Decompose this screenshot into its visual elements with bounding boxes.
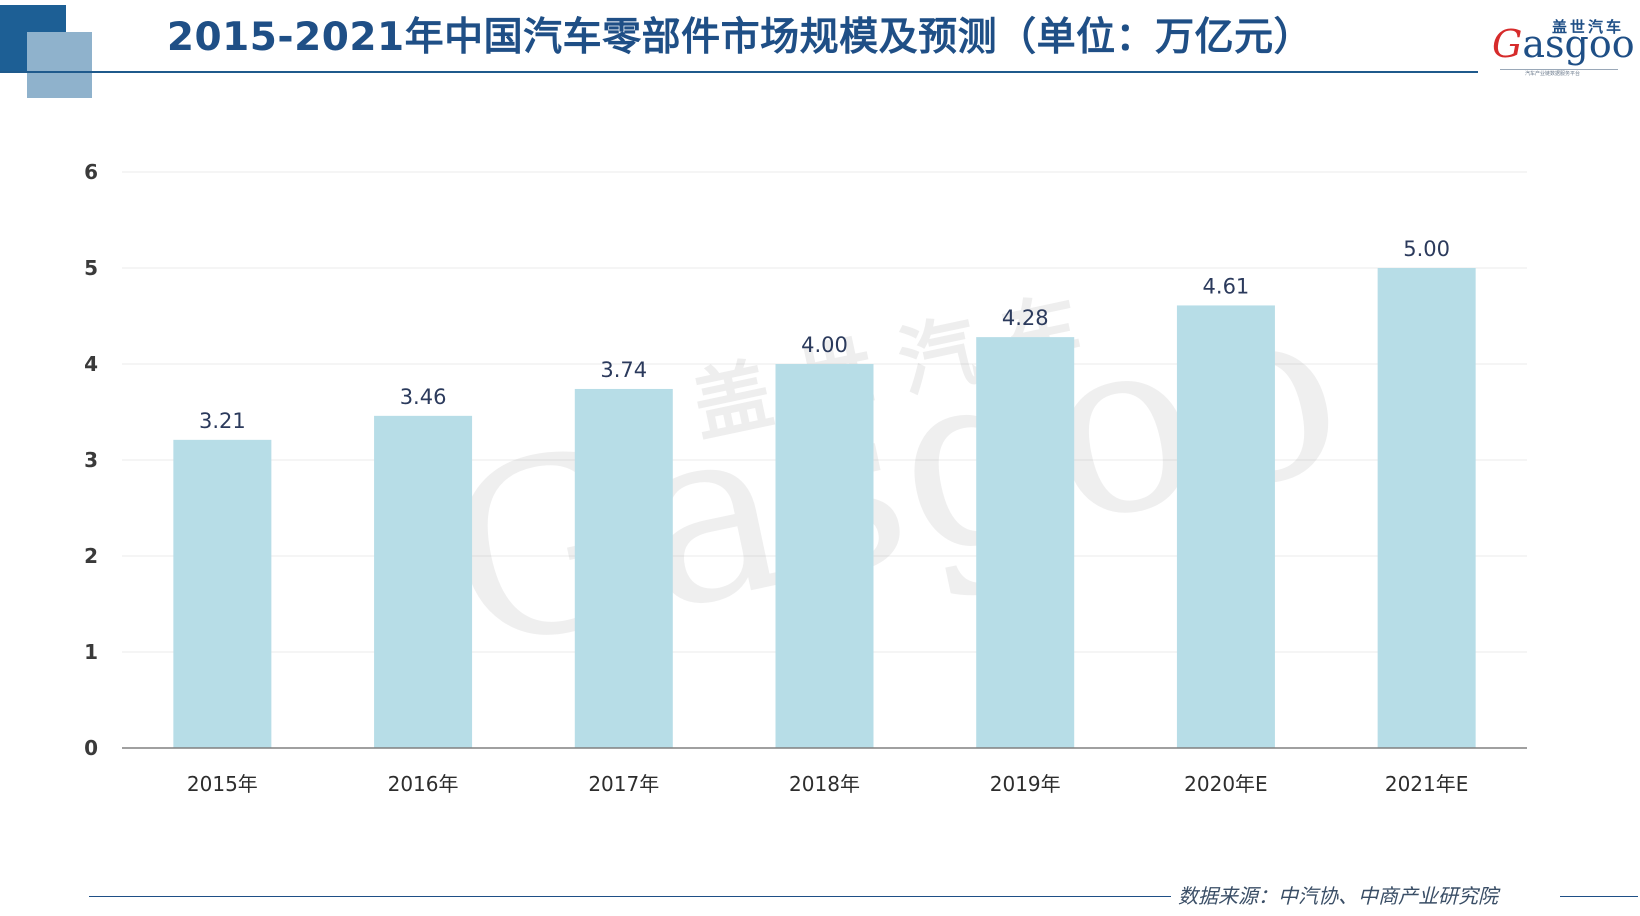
- bar: [775, 364, 874, 748]
- logo-english-name: Gasgoo: [1492, 24, 1635, 64]
- y-tick-labels: 0 1 2 3 4 5 6: [84, 160, 98, 760]
- y-tick-label: 6: [84, 160, 98, 184]
- x-tick-label: 2016年: [388, 772, 459, 796]
- y-tick-label: 0: [84, 736, 98, 760]
- x-tick-label: 2017年: [588, 772, 659, 796]
- value-label: 4.00: [801, 333, 848, 357]
- bar: [976, 337, 1075, 748]
- y-tick-label: 4: [84, 352, 98, 376]
- value-label: 3.74: [600, 358, 647, 382]
- corner-accent-light: [27, 32, 92, 98]
- bar: [574, 388, 673, 748]
- logo-divider: [1500, 69, 1618, 70]
- x-tick-label: 2015年: [187, 772, 258, 796]
- logo-tagline: 汽车产业链数据服务平台: [1522, 70, 1584, 77]
- page-title: 2015-2021年中国汽车零部件市场规模及预测（单位：万亿元）: [166, 15, 1314, 60]
- value-label: 4.28: [1002, 306, 1049, 330]
- title-underline: [0, 71, 1478, 73]
- y-tick-label: 5: [84, 256, 98, 280]
- bar: [374, 415, 473, 748]
- y-tick-label: 2: [84, 544, 98, 568]
- x-tick-label: 2019年: [990, 772, 1061, 796]
- bar: [1176, 305, 1275, 748]
- y-tick-label: 1: [84, 640, 98, 664]
- source-rule-right: [1560, 896, 1638, 897]
- bar: [173, 439, 272, 748]
- x-tick-labels: 2015年 2016年 2017年 2018年 2019年 2020年E 2021年E: [187, 772, 1469, 796]
- y-tick-label: 3: [84, 448, 98, 472]
- value-labels: 3.21 3.46 3.74 4.00 4.28 4.61 5.00: [199, 237, 1450, 433]
- logo-chinese-name: 盖世汽车: [1551, 18, 1624, 36]
- bars: [173, 268, 1476, 748]
- logo-initial: G: [1492, 22, 1523, 66]
- x-tick-label: 2020年E: [1184, 772, 1268, 796]
- x-tick-label: 2018年: [789, 772, 860, 796]
- value-label: 5.00: [1403, 237, 1450, 261]
- x-tick-label: 2021年E: [1385, 772, 1469, 796]
- gasgoo-logo: 盖世汽车 Gasgoo 汽车产业链数据服务平台: [1486, 14, 1636, 80]
- value-label: 3.46: [400, 385, 447, 409]
- value-label: 3.21: [199, 409, 246, 433]
- logo-rest: asgoo: [1522, 22, 1635, 66]
- bar: [1377, 268, 1476, 748]
- value-label: 4.61: [1203, 274, 1250, 298]
- source-rule-left: [89, 896, 1171, 897]
- data-source-note: 数据来源：中汽协、中商产业研究院: [1178, 884, 1498, 908]
